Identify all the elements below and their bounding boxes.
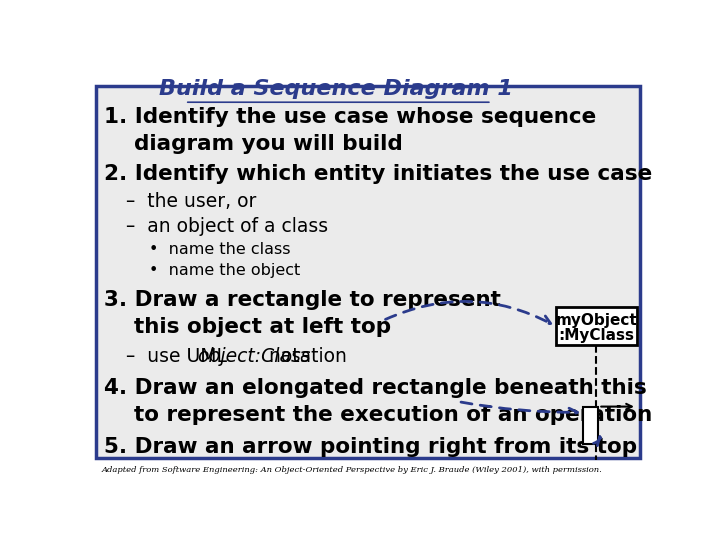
Text: Adapted from Software Engineering: An Object-Oriented Perspective by Eric J. Bra: Adapted from Software Engineering: An Ob… <box>101 466 602 474</box>
Text: 2. Identify which entity initiates the use case: 2. Identify which entity initiates the u… <box>104 164 652 184</box>
FancyBboxPatch shape <box>96 85 639 458</box>
Text: notation: notation <box>263 347 347 366</box>
FancyArrowPatch shape <box>461 402 577 416</box>
Text: 1. Identify the use case whose sequence: 1. Identify the use case whose sequence <box>104 107 596 127</box>
Text: •  name the object: • name the object <box>148 262 300 278</box>
Text: –  the user, or: – the user, or <box>126 192 256 211</box>
Text: this object at left top: this object at left top <box>104 317 391 337</box>
Text: Build a Sequence Diagram 1: Build a Sequence Diagram 1 <box>158 79 513 99</box>
Text: :MyClass: :MyClass <box>559 328 634 343</box>
Text: 4. Draw an elongated rectangle beneath this: 4. Draw an elongated rectangle beneath t… <box>104 379 647 399</box>
Text: –  use UML: – use UML <box>126 347 233 366</box>
FancyBboxPatch shape <box>556 307 637 346</box>
Text: object:Class: object:Class <box>197 347 310 366</box>
Text: –  an object of a class: – an object of a class <box>126 217 328 235</box>
Text: •  name the class: • name the class <box>148 242 290 257</box>
Text: myObject: myObject <box>556 313 637 328</box>
Text: 3. Draw a rectangle to represent: 3. Draw a rectangle to represent <box>104 290 501 310</box>
FancyArrowPatch shape <box>593 437 606 445</box>
FancyBboxPatch shape <box>583 407 598 444</box>
Text: to represent the execution of an operation: to represent the execution of an operati… <box>104 406 652 426</box>
Text: diagram you will build: diagram you will build <box>104 134 402 154</box>
Text: 5. Draw an arrow pointing right from its top: 5. Draw an arrow pointing right from its… <box>104 436 637 456</box>
FancyArrowPatch shape <box>385 301 551 323</box>
